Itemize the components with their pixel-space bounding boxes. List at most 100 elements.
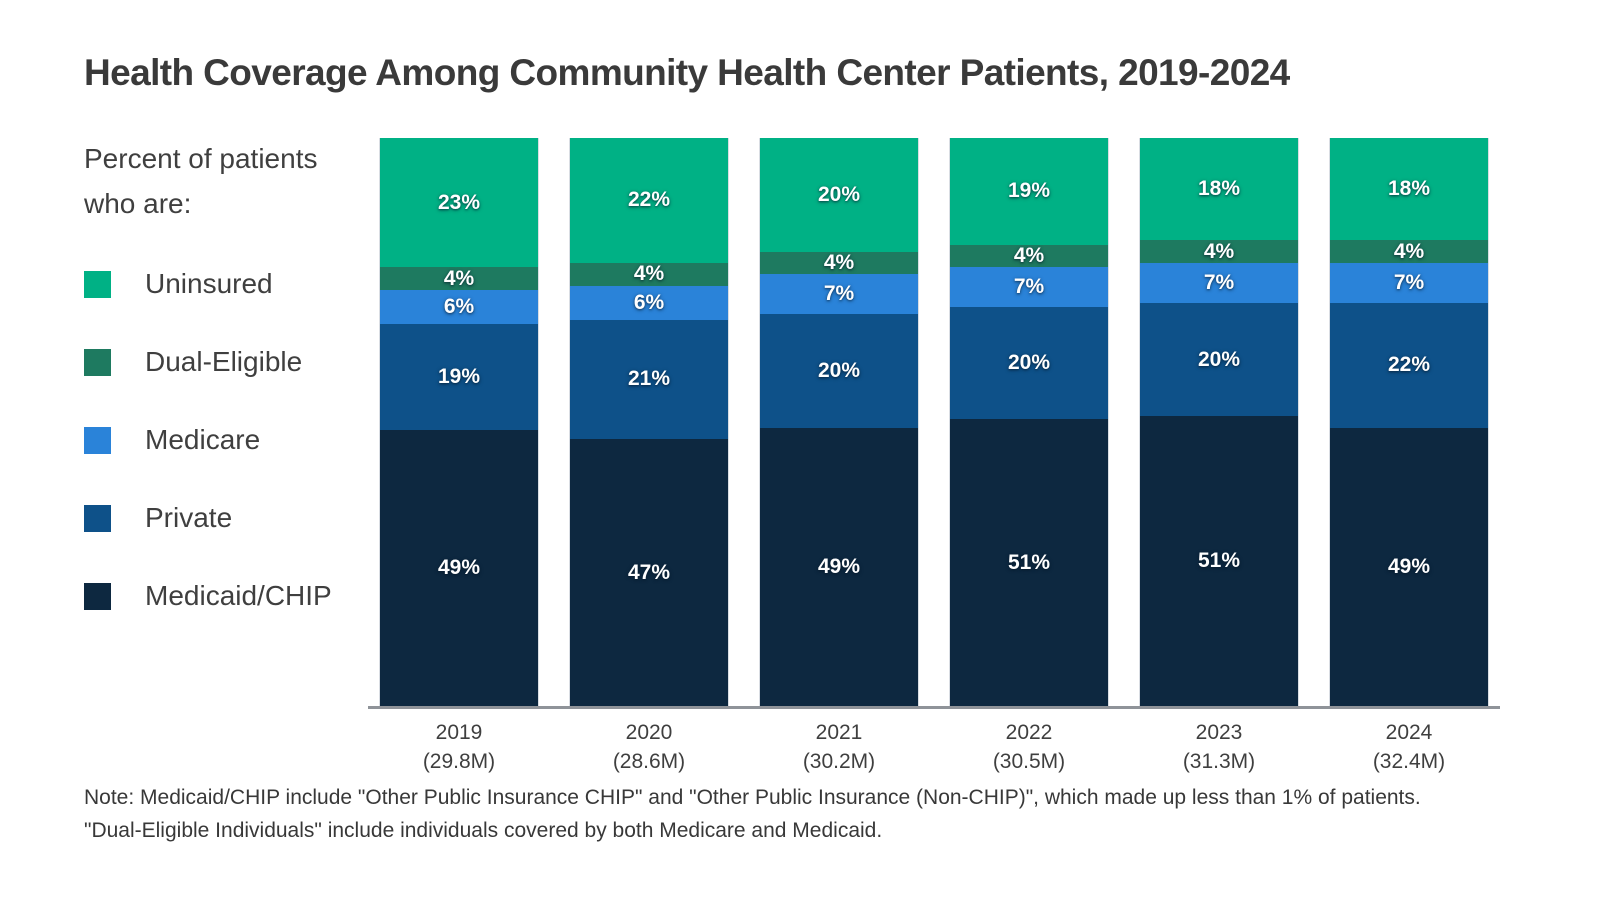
legend-swatch-uninsured [84, 270, 111, 298]
legend-item-dual-eligible: Dual-Eligible [84, 346, 384, 378]
legend-label: Medicare [145, 424, 261, 455]
plot-area: 23% 4% 6% 19% 49% 22% 4% 6% 21% 47% 20% 4% 7% 20% 49% 1… [368, 138, 1500, 788]
x-axis-label-2021: 2021 (30.2M) [759, 718, 919, 776]
segment-private-2023: 20% [1140, 302, 1298, 417]
segment-value-label: 49% [1387, 554, 1431, 578]
legend-label: Dual-Eligible [145, 346, 303, 377]
x-axis-patient-count: (29.8M) [422, 750, 496, 773]
segment-medicare-2019: 6% [380, 289, 538, 324]
segment-value-label: 20% [817, 182, 861, 206]
bar-2024: 18% 4% 7% 22% 49% [1329, 138, 1489, 706]
legend-item-medicare: Medicare [84, 424, 384, 456]
x-axis-label-2022: 2022 (30.5M) [949, 718, 1109, 776]
segment-medicare-2024: 7% [1330, 262, 1488, 303]
segment-dual-eligible-2021: 4% [760, 251, 918, 275]
legend-item-uninsured: Uninsured [84, 268, 384, 300]
segment-medicare-2022: 7% [950, 267, 1108, 307]
segment-private-2022: 20% [950, 306, 1108, 420]
segment-value-label: 19% [437, 365, 481, 389]
segment-private-2021: 20% [760, 314, 918, 428]
segment-value-label: 22% [1387, 353, 1431, 377]
footnote: Note: Medicaid/CHIP include "Other Publi… [84, 781, 1421, 847]
footnote-line1: Note: Medicaid/CHIP include "Other Publi… [84, 786, 1421, 809]
x-axis-line [368, 706, 1500, 709]
segment-value-label: 7% [1013, 275, 1045, 299]
legend-swatch-dual-eligible [84, 348, 111, 376]
x-axis-label-2024: 2024 (32.4M) [1329, 718, 1489, 776]
segment-medicaid-chip-2022: 51% [950, 419, 1108, 706]
segment-medicare-2020: 6% [570, 285, 728, 320]
x-axis-year: 2019 [435, 721, 483, 744]
x-axis-year: 2022 [1005, 721, 1053, 744]
x-axis-label-2023: 2023 (31.3M) [1139, 718, 1299, 776]
x-axis-patient-count: (30.2M) [802, 750, 876, 773]
segment-medicaid-chip-2024: 49% [1330, 427, 1488, 706]
segment-value-label: 22% [627, 188, 671, 212]
segment-value-label: 19% [1007, 179, 1051, 203]
x-axis-labels: 2019 (29.8M) 2020 (28.6M) 2021 (30.2M) 2022 (30… [379, 718, 1489, 776]
x-axis-patient-count: (31.3M) [1182, 750, 1256, 773]
bar-2023: 18% 4% 7% 20% 51% [1139, 138, 1299, 706]
x-axis-year: 2024 [1385, 721, 1433, 744]
segment-dual-eligible-2019: 4% [380, 267, 538, 290]
segment-value-label: 23% [437, 190, 481, 214]
segment-value-label: 4% [633, 262, 665, 286]
segment-value-label: 51% [1197, 549, 1241, 573]
segment-value-label: 47% [627, 560, 671, 584]
legend-swatch-medicaid-chip [84, 582, 111, 610]
segment-value-label: 4% [443, 266, 475, 290]
segment-value-label: 20% [1197, 347, 1241, 371]
x-axis-label-2019: 2019 (29.8M) [379, 718, 539, 776]
segment-uninsured-2023: 18% [1140, 138, 1298, 241]
segment-value-label: 7% [823, 282, 855, 306]
segment-value-label: 51% [1007, 550, 1051, 574]
segment-value-label: 4% [1393, 239, 1425, 263]
legend-item-private: Private [84, 502, 384, 534]
legend: Percent of patients who are: Uninsured Du… [84, 136, 384, 658]
segment-uninsured-2019: 23% [380, 138, 538, 268]
segment-value-label: 18% [1197, 177, 1241, 201]
x-axis-year: 2020 [625, 721, 673, 744]
segment-uninsured-2021: 20% [760, 138, 918, 252]
segment-value-label: 4% [1013, 244, 1045, 268]
segment-value-label: 18% [1387, 177, 1431, 201]
segment-value-label: 6% [633, 290, 665, 314]
segment-medicaid-chip-2023: 51% [1140, 416, 1298, 706]
segment-value-label: 6% [443, 294, 475, 318]
segment-medicare-2021: 7% [760, 274, 918, 315]
x-axis-patient-count: (30.5M) [992, 750, 1066, 773]
x-axis-label-2020: 2020 (28.6M) [569, 718, 729, 776]
bar-2020: 22% 4% 6% 21% 47% [569, 138, 729, 706]
segment-dual-eligible-2020: 4% [570, 262, 728, 286]
segment-medicaid-chip-2019: 49% [380, 430, 538, 706]
legend-swatch-medicare [84, 426, 111, 454]
footnote-line2: "Dual-Eligible Individuals" include indi… [84, 819, 883, 842]
legend-items: Uninsured Dual-Eligible Medicare Private Med… [84, 268, 384, 612]
segment-value-label: 49% [437, 556, 481, 580]
segment-value-label: 49% [817, 554, 861, 578]
bar-2021: 20% 4% 7% 20% 49% [759, 138, 919, 706]
legend-heading-line2: who are: [84, 188, 192, 219]
x-axis-patient-count: (32.4M) [1372, 750, 1446, 773]
legend-label: Private [145, 502, 233, 533]
x-axis-year: 2023 [1195, 721, 1243, 744]
segment-private-2020: 21% [570, 319, 728, 440]
legend-item-medicaid-chip: Medicaid/CHIP [84, 580, 384, 612]
chart-title: Health Coverage Among Community Health C… [84, 52, 1290, 93]
segment-medicaid-chip-2020: 47% [570, 439, 728, 706]
bar-2022: 19% 4% 7% 20% 51% [949, 138, 1109, 706]
segment-value-label: 7% [1393, 270, 1425, 294]
segment-medicare-2023: 7% [1140, 262, 1298, 303]
segment-uninsured-2024: 18% [1330, 138, 1488, 241]
segment-uninsured-2022: 19% [950, 138, 1108, 245]
segment-value-label: 7% [1203, 270, 1235, 294]
bar-chart: 23% 4% 6% 19% 49% 22% 4% 6% 21% 47% 20% 4% 7% 20% 49% 1… [379, 138, 1489, 706]
segment-uninsured-2020: 22% [570, 138, 728, 263]
legend-heading: Percent of patients who are: [84, 136, 384, 226]
segment-dual-eligible-2024: 4% [1330, 240, 1488, 263]
legend-heading-line1: Percent of patients [84, 143, 318, 174]
segment-medicaid-chip-2021: 49% [760, 427, 918, 706]
segment-value-label: 20% [817, 358, 861, 382]
x-axis-year: 2021 [815, 721, 863, 744]
